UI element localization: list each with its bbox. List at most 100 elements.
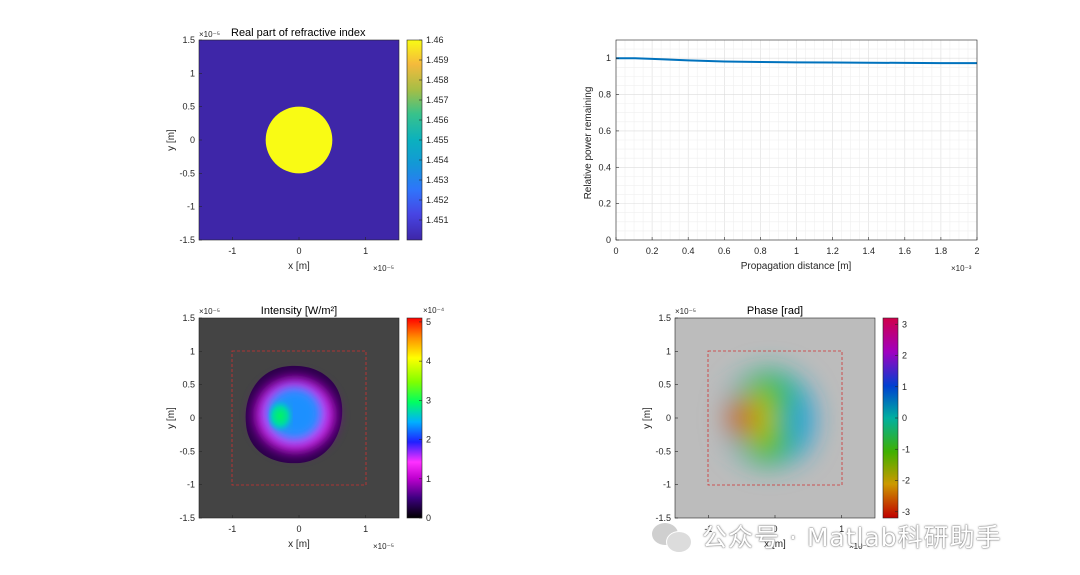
intensity-colorbar — [406, 317, 423, 519]
colorbar-tick-label: 1.455 — [426, 135, 449, 145]
y-tick-label: 0.5 — [182, 102, 195, 112]
colorbar-tick-label: 1.459 — [426, 55, 449, 65]
colorbar-tick-label: -3 — [902, 507, 910, 517]
power-xlabel: Propagation distance [m] — [741, 261, 852, 272]
intensity-y-exponent: ×10⁻⁵ — [199, 307, 220, 316]
power-y-ticks: 1 0.8 0.6 0.4 0.2 0 — [598, 53, 619, 245]
x-tick-label: 0 — [296, 524, 301, 534]
x-tick-label: 0.2 — [646, 246, 659, 256]
x-tick-label: 0.4 — [682, 246, 695, 256]
intensity-window-box — [231, 350, 367, 486]
x-tick-label: 0 — [772, 524, 777, 534]
power-x-exponent: ×10⁻³ — [951, 264, 972, 273]
y-tick-label: -1 — [187, 480, 195, 490]
phase-y-ticks: 1.5 1 0.5 0 -0.5 -1 -1.5 — [655, 313, 678, 523]
colorbar-tick-label: 5 — [426, 317, 431, 327]
phase-y-exponent: ×10⁻⁵ — [675, 307, 696, 316]
y-tick-label: 1 — [190, 68, 195, 78]
power-ylabel: Relative power remaining — [583, 87, 594, 200]
intensity-x-ticks: -1 0 1 — [228, 515, 368, 534]
colorbar-tick-label: 2 — [902, 351, 907, 361]
phase-x-exponent: ×10⁻⁵ — [849, 542, 870, 551]
y-tick-label: -0.5 — [655, 446, 671, 456]
wechat-logo-icon — [652, 519, 692, 553]
intensity-xlabel: x [m] — [288, 539, 310, 550]
y-tick-label: 1.5 — [182, 313, 195, 323]
y-tick-label: -0.5 — [179, 446, 195, 456]
x-tick-label: 1 — [794, 246, 799, 256]
x-tick-label: -1 — [704, 524, 712, 534]
x-tick-label: 0.6 — [718, 246, 731, 256]
x-tick-label: 1 — [839, 524, 844, 534]
x-tick-label: 1 — [363, 246, 368, 256]
phase-window-box — [707, 350, 843, 486]
y-tick-label: 0 — [190, 135, 195, 145]
colorbar-tick-label: 1 — [902, 382, 907, 392]
y-tick-label: 0.2 — [598, 199, 611, 209]
index-ylabel: y [m] — [166, 129, 177, 151]
index-xlabel: x [m] — [288, 261, 310, 272]
colorbar-tick-label: 3 — [426, 395, 431, 405]
colorbar-tick-label: 1.46 — [426, 35, 444, 45]
x-tick-label: 1.4 — [862, 246, 875, 256]
phase-ylabel: y [m] — [642, 407, 653, 429]
colorbar-tick-label: 4 — [426, 356, 431, 366]
colorbar-tick-label: 3 — [902, 319, 907, 329]
x-tick-label: 1.8 — [935, 246, 948, 256]
phase-colorbar-ticks: 3 2 1 0 -1 -2 -3 — [895, 319, 910, 517]
colorbar-tick-label: 1.457 — [426, 95, 449, 105]
y-tick-label: -1.5 — [655, 513, 671, 523]
watermark: 公众号 · Matlab科研助手 — [652, 516, 1002, 556]
x-tick-label: 2 — [974, 246, 979, 256]
y-tick-label: 1.5 — [182, 35, 195, 45]
index-title: Real part of refractive index — [231, 27, 366, 39]
y-tick-label: 0.4 — [598, 162, 611, 172]
index-y-exponent: ×10⁻⁵ — [199, 30, 220, 39]
colorbar-tick-label: 0 — [902, 413, 907, 423]
phase-title: Phase [rad] — [747, 305, 803, 317]
y-tick-label: 0 — [606, 235, 611, 245]
x-tick-label: 1.2 — [826, 246, 839, 256]
phase-x-ticks: -1 0 1 — [704, 515, 844, 534]
colorbar-tick-label: -1 — [902, 444, 910, 454]
x-tick-label: 0 — [613, 246, 618, 256]
phase-panel: Phase [rad] ×10⁻⁵ ×10⁻⁵ x [m] y [m] -1 0 1… — [642, 305, 910, 551]
x-tick-label: 1.6 — [899, 246, 912, 256]
y-tick-label: -1 — [663, 480, 671, 490]
y-tick-label: -1.5 — [179, 513, 195, 523]
y-tick-label: 0 — [666, 413, 671, 423]
y-tick-label: 1.5 — [658, 313, 671, 323]
intensity-y-ticks: 1.5 1 0.5 0 -0.5 -1 -1.5 — [179, 313, 202, 523]
colorbar-tick-label: 1.456 — [426, 115, 449, 125]
intensity-title: Intensity [W/m²] — [261, 305, 337, 317]
watermark-text: 公众号 · Matlab科研助手 — [702, 523, 1002, 552]
colorbar-tick-label: 1.454 — [426, 155, 449, 165]
colorbar-tick-label: 1.453 — [426, 175, 449, 185]
phase-distribution — [726, 370, 814, 466]
colorbar-tick-label: 0 — [426, 513, 431, 523]
y-tick-label: 0.5 — [658, 380, 671, 390]
intensity-colorbar-exponent: ×10⁻⁴ — [423, 306, 445, 315]
colorbar-tick-label: 2 — [426, 435, 431, 445]
y-tick-label: 0 — [190, 413, 195, 423]
x-tick-label: 0.8 — [754, 246, 767, 256]
index-y-ticks: 1.5 1 0.5 0 -0.5 -1 -1.5 — [179, 35, 202, 245]
intensity-x-exponent: ×10⁻⁵ — [373, 542, 394, 551]
phase-xlabel: x [m] — [764, 539, 786, 550]
intensity-colorbar-ticks: 5 4 3 2 1 0 — [419, 317, 431, 523]
colorbar-tick-label: -2 — [902, 476, 910, 486]
y-tick-label: -1 — [187, 202, 195, 212]
index-x-ticks: -1 0 1 — [228, 237, 368, 256]
intensity-beam-profile — [245, 365, 343, 464]
x-tick-label: 0 — [296, 246, 301, 256]
x-tick-label: -1 — [228, 524, 236, 534]
intensity-ylabel: y [m] — [166, 407, 177, 429]
index-colorbar-ticks: 1.46 1.459 1.458 1.457 1.456 1.455 1.454 1.453 1… — [419, 35, 449, 225]
x-tick-label: -1 — [228, 246, 236, 256]
power-series-line — [616, 57, 977, 65]
y-tick-label: 1 — [190, 346, 195, 356]
power-grid — [615, 39, 978, 241]
y-tick-label: 1 — [666, 346, 671, 356]
y-tick-label: 0.8 — [598, 90, 611, 100]
y-tick-label: 0.5 — [182, 380, 195, 390]
